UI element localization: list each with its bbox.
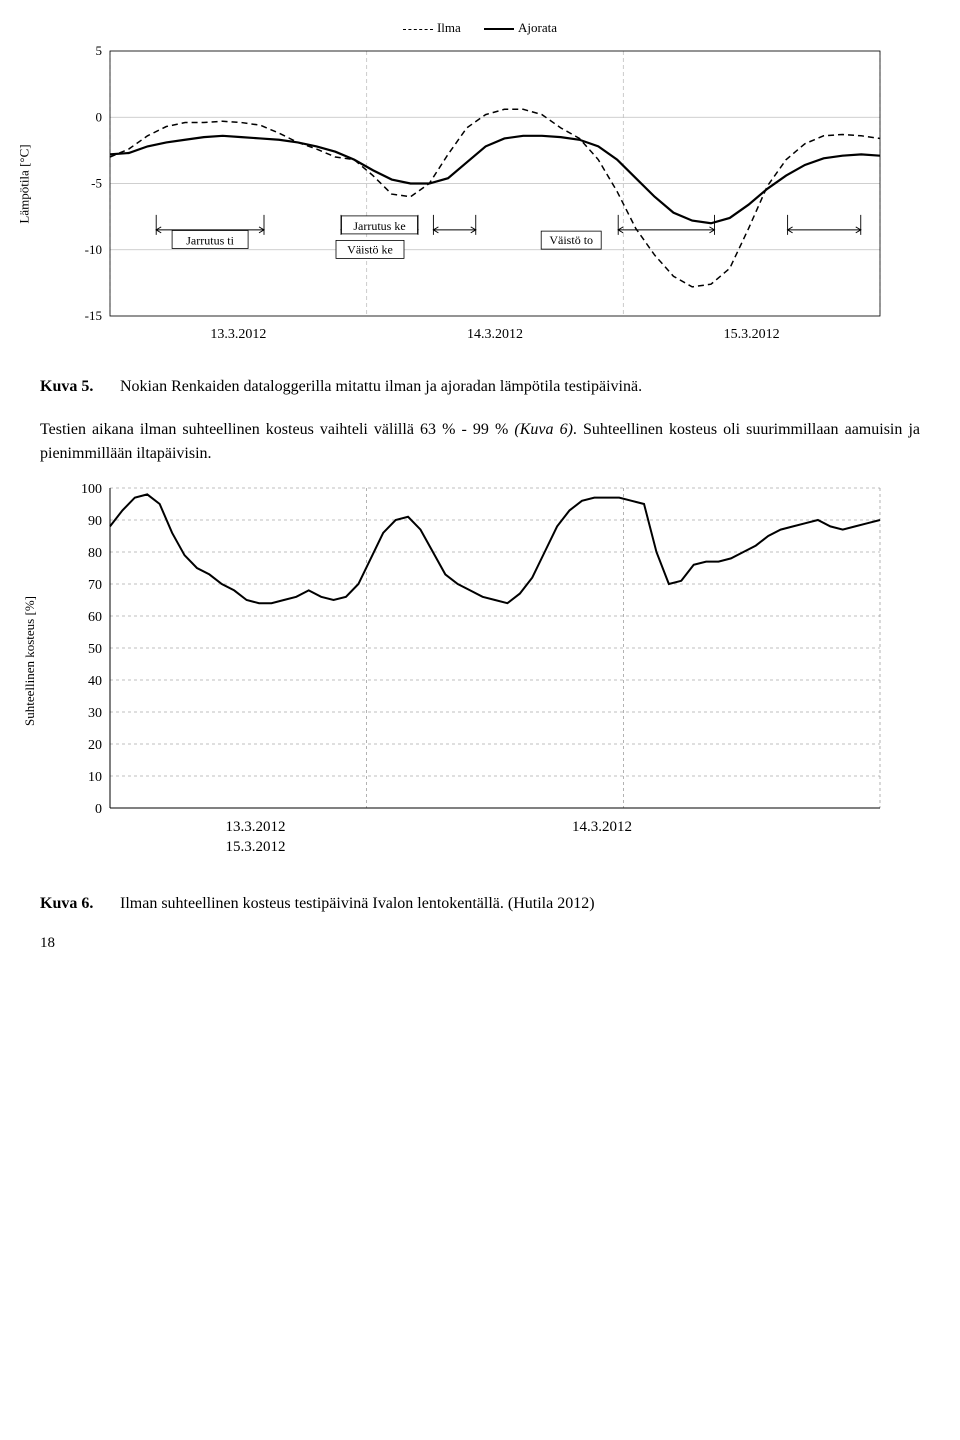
svg-text:0: 0	[96, 109, 103, 124]
legend-ilma: Ilma	[437, 20, 461, 35]
figure6-label: Kuva 6.	[40, 893, 120, 915]
svg-text:Väistö ke: Väistö ke	[347, 242, 393, 256]
paragraph-humidity: Testien aikana ilman suhteellinen kosteu…	[40, 418, 920, 464]
figure6-text: Ilman suhteellinen kosteus testipäivinä …	[120, 893, 595, 915]
svg-text:80: 80	[88, 546, 102, 561]
svg-text:15.3.2012: 15.3.2012	[226, 839, 286, 855]
svg-text:-10: -10	[85, 242, 102, 257]
svg-text:50: 50	[88, 642, 102, 657]
figure5-caption: Kuva 5. Nokian Renkaiden dataloggerilla …	[40, 376, 920, 398]
page-number: 18	[40, 935, 920, 952]
figure5-text: Nokian Renkaiden dataloggerilla mitattu …	[120, 376, 642, 398]
svg-text:90: 90	[88, 514, 102, 529]
svg-text:14.3.2012: 14.3.2012	[572, 819, 632, 835]
temperature-chart: Lämpötila [°C] 50-5-10-1513.3.201214.3.2…	[40, 46, 920, 346]
svg-text:5: 5	[96, 46, 103, 58]
svg-text:14.3.2012: 14.3.2012	[467, 327, 523, 342]
svg-text:Jarrutus ke: Jarrutus ke	[353, 219, 405, 233]
svg-text:15.3.2012: 15.3.2012	[724, 327, 780, 342]
svg-text:13.3.2012: 13.3.2012	[210, 327, 266, 342]
legend-ajorata: Ajorata	[518, 20, 557, 35]
svg-text:30: 30	[88, 706, 102, 721]
figure6-caption: Kuva 6. Ilman suhteellinen kosteus testi…	[40, 893, 920, 915]
svg-text:70: 70	[88, 578, 102, 593]
svg-text:40: 40	[88, 674, 102, 689]
svg-text:Väistö to: Väistö to	[549, 233, 593, 247]
svg-text:20: 20	[88, 738, 102, 753]
svg-text:0: 0	[95, 802, 102, 817]
svg-text:13.3.2012: 13.3.2012	[226, 819, 286, 835]
figure5-label: Kuva 5.	[40, 376, 120, 398]
svg-text:-15: -15	[85, 308, 102, 323]
chart1-ylabel: Lämpötila [°C]	[17, 144, 33, 223]
humidity-chart: Suhteellinen kosteus [%] 100908070605040…	[40, 483, 920, 863]
svg-text:Jarrutus ti: Jarrutus ti	[186, 233, 234, 247]
chart2-ylabel: Suhteellinen kosteus [%]	[22, 596, 38, 726]
chart1-legend: Ilma Ajorata	[40, 20, 920, 36]
svg-text:60: 60	[88, 610, 102, 625]
svg-text:-5: -5	[91, 176, 102, 191]
svg-text:100: 100	[81, 483, 102, 497]
svg-text:10: 10	[88, 770, 102, 785]
